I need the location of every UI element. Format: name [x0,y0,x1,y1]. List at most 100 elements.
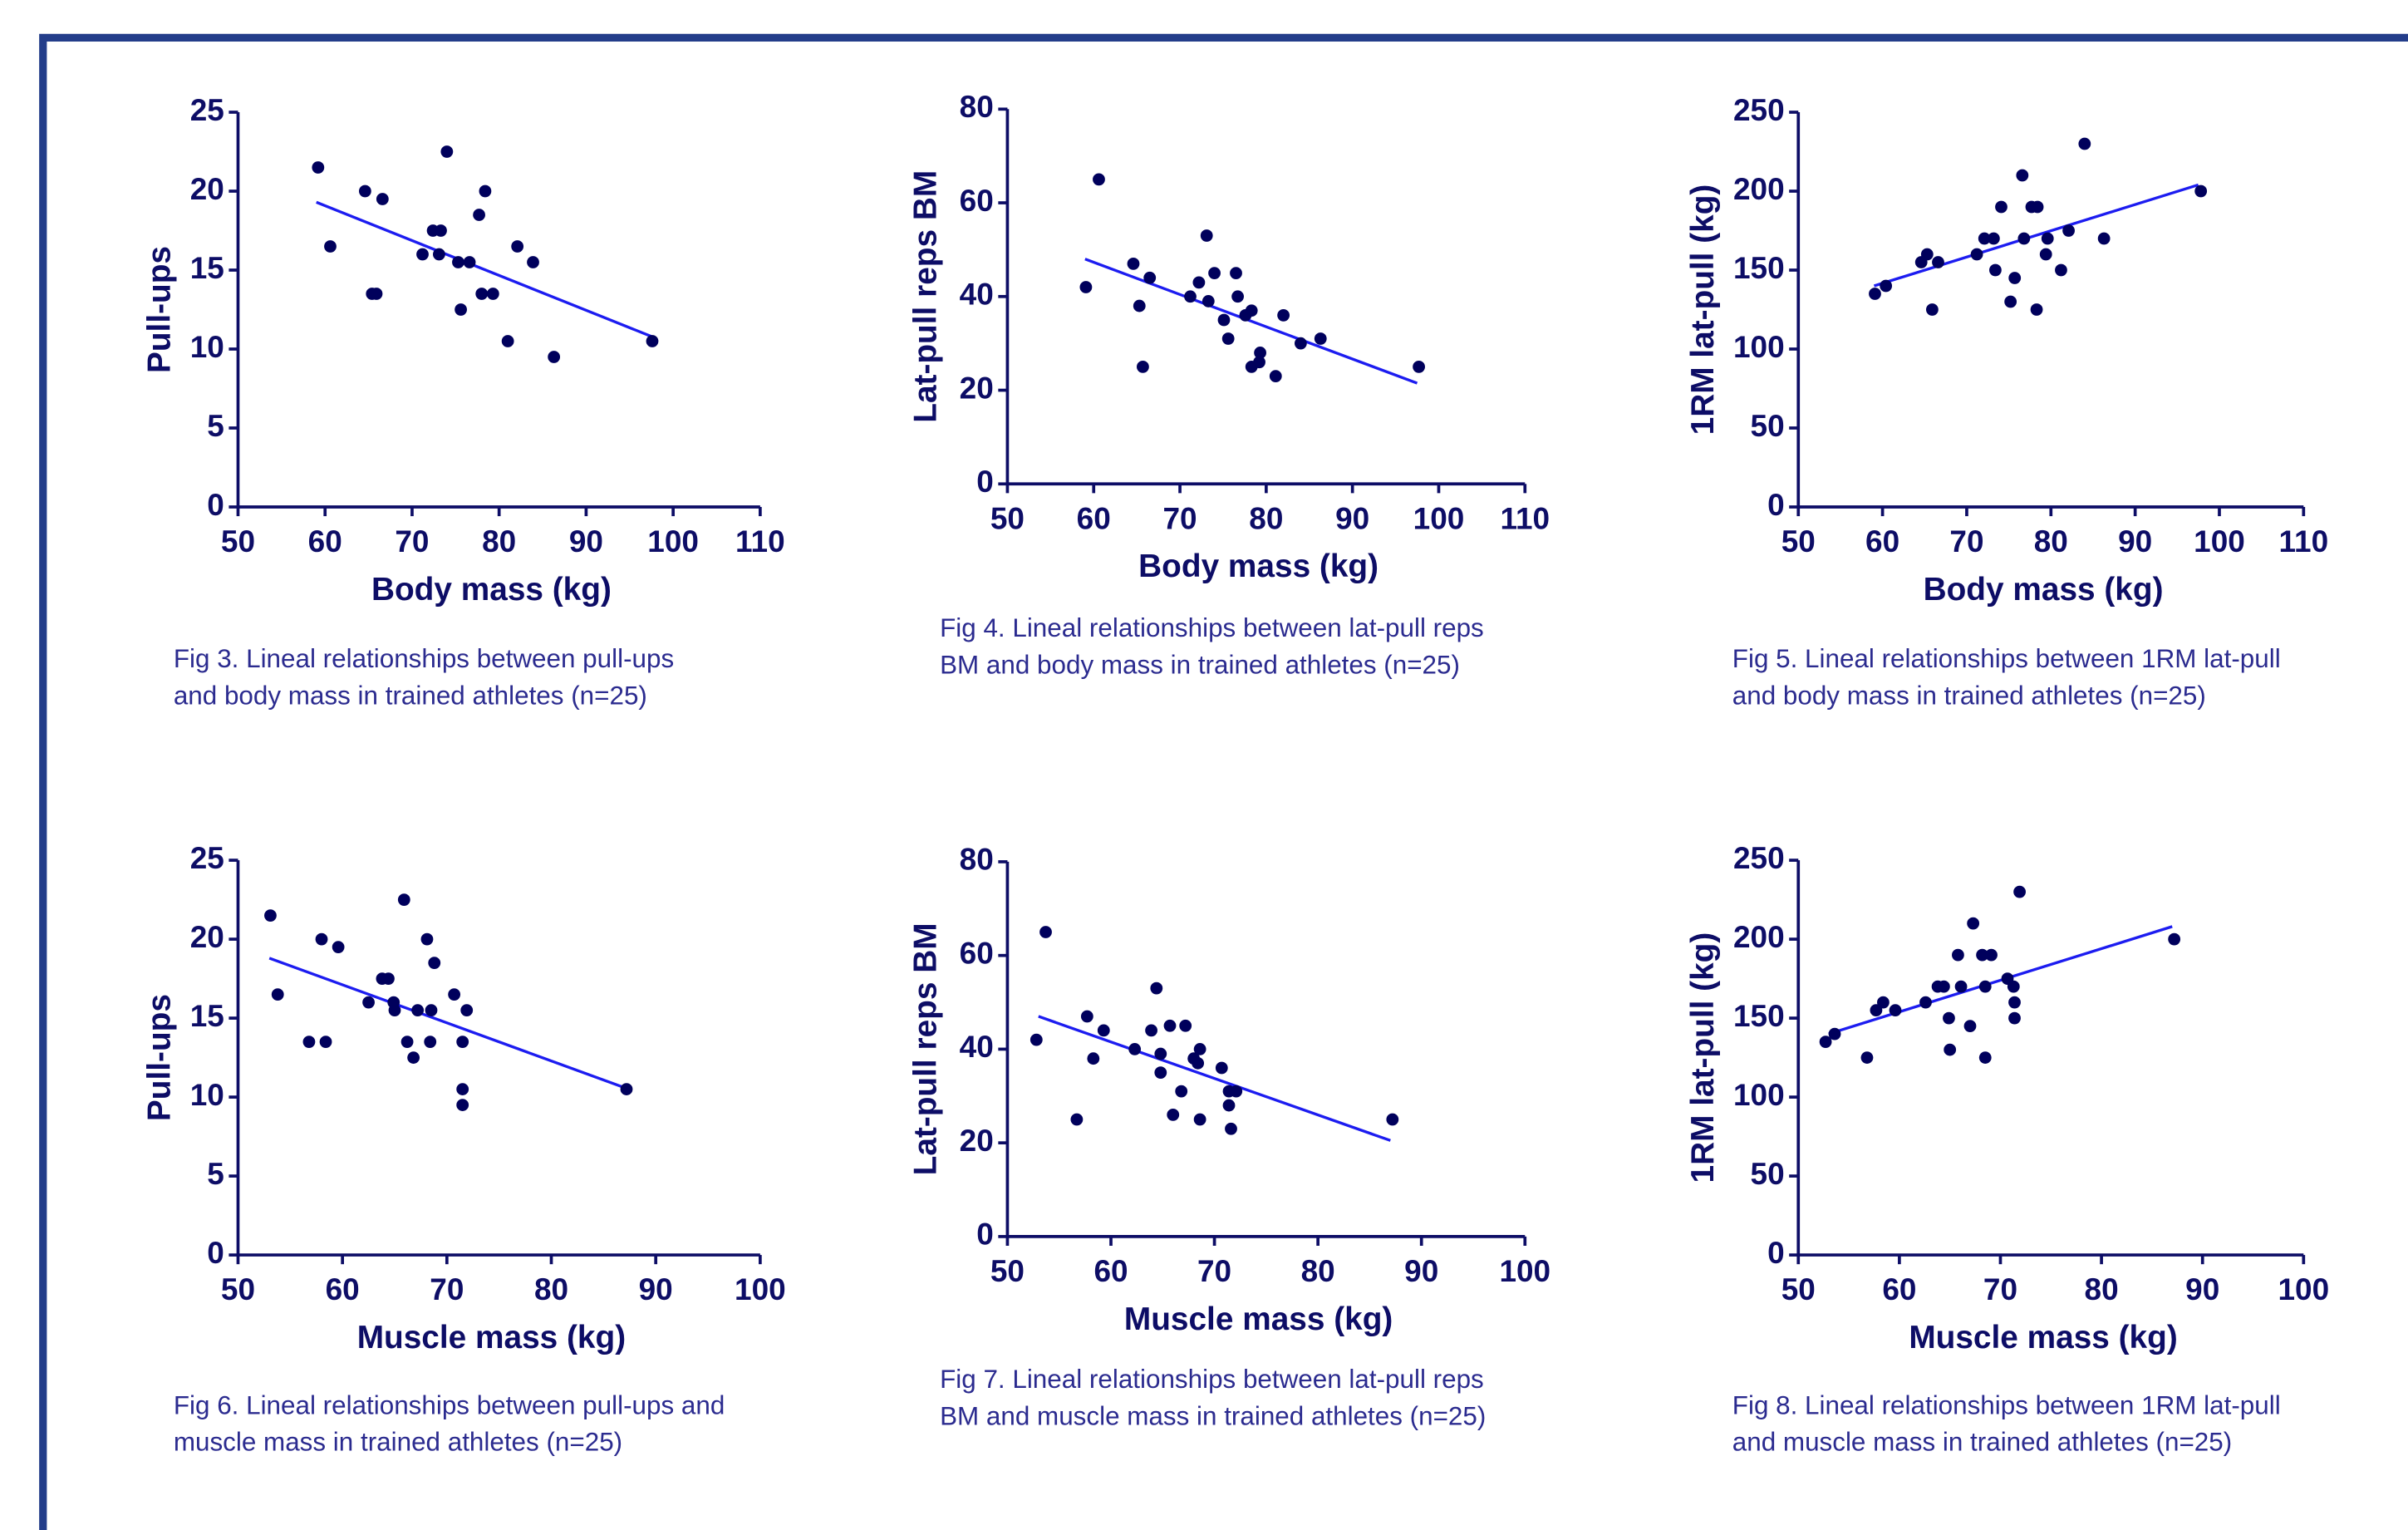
x-axis-label: Muscle mass (kg) [357,1320,626,1355]
x-tick-label: 90 [1404,1254,1438,1288]
y-axis-label: Pull-ups [141,994,177,1121]
data-point [1954,980,1968,993]
data-point [1413,360,1425,373]
data-point [1869,288,1881,300]
fit-line [1038,1015,1391,1142]
data-point [2055,263,2067,277]
x-tick-label: 70 [430,1272,464,1306]
data-point [382,972,395,985]
data-point [1870,1004,1883,1016]
data-point [271,988,284,1001]
y-tick-label: 5 [207,1157,224,1191]
chart: 0 5 10 15 20 25 50 60 70 80 90 100 110 Body mass (kg)… [141,93,784,711]
x-tick-label: 60 [1093,1254,1128,1288]
x-tick-label: 60 [1077,501,1111,535]
x-tick-label: 80 [482,524,516,558]
data-point [1978,980,1992,993]
y-tick-label: 25 [190,841,224,875]
x-tick-label: 60 [1882,1272,1916,1306]
x-tick-label: 70 [395,524,429,558]
data-point [358,184,371,198]
y-tick-label: 40 [960,278,994,312]
caption: and body mass in trained athletes (n=25) [1732,681,2206,710]
data-point [501,335,514,347]
y-tick-label: 10 [190,330,224,364]
caption: BM and muscle mass in trained athletes (… [940,1401,1486,1430]
x-tick-label: 100 [2278,1272,2329,1306]
data-point [2008,272,2022,284]
data-point [1230,1085,1243,1098]
y-tick-label: 60 [960,936,994,970]
y-tick-label: 200 [1733,172,1785,206]
data-point [362,996,375,1009]
data-point [1193,1043,1206,1055]
data-point [1245,304,1258,317]
data-point [324,240,337,253]
data-point [1175,1085,1188,1098]
data-point [2097,232,2111,245]
data-point [1880,279,1893,293]
data-point [1386,1113,1399,1126]
data-point [1145,1024,1157,1037]
data-point [2016,169,2029,182]
caption: and muscle mass in trained athletes (n=2… [1732,1428,2232,1457]
data-point [1987,232,2000,245]
data-point [448,988,461,1001]
data-point [511,240,524,253]
y-tick-label: 20 [190,172,224,206]
data-point [1150,981,1163,995]
data-point [1314,332,1327,345]
x-tick-label: 90 [2185,1272,2219,1306]
y-tick-label: 250 [1733,93,1785,127]
data-point [1143,271,1157,284]
caption: Fig 5. Lineal relationships between 1RM … [1732,644,2281,673]
data-point [456,1083,469,1095]
data-point [1154,1066,1167,1079]
data-point [1995,200,2007,214]
data-point [1093,173,1105,186]
data-point [479,184,492,198]
y-tick-label: 0 [1767,1236,1785,1270]
x-axis-label: Muscle mass (kg) [1124,1301,1393,1337]
data-point [332,941,345,953]
data-point [1133,299,1146,312]
data-point [2168,932,2181,946]
y-tick-label: 0 [976,465,994,499]
chart: 0 5 10 15 20 25 50 60 70 80 90 100 Muscle mass (kg) P… [141,841,785,1457]
caption: BM and body mass in trained athletes (n=… [940,651,1460,680]
x-tick-label: 90 [569,524,603,558]
y-tick-label: 250 [1733,841,1785,875]
fit-line [316,200,652,338]
y-tick-label: 40 [960,1030,994,1064]
x-tick-label: 50 [990,501,1025,535]
data-point [2030,303,2043,316]
caption: Fig 6. Lineal relationships between pull… [174,1390,725,1419]
data-point [1039,926,1052,938]
data-point [1952,948,1964,962]
data-point [475,288,489,300]
x-tick-label: 50 [1781,1272,1816,1306]
data-point [1127,257,1140,270]
caption: muscle mass in trained athletes (n=25) [174,1428,622,1457]
data-point [486,288,499,300]
x-axis-label: Body mass (kg) [1138,549,1378,584]
data-point [1919,996,1932,1009]
data-point [1978,1051,1992,1064]
y-axis-label: Lat-pull reps BM [908,170,944,423]
x-tick-label: 80 [1249,501,1283,535]
data-point [2041,232,2054,245]
data-point [1192,1056,1205,1070]
fit-line [1084,258,1418,385]
data-point [397,893,410,906]
data-point [2008,996,2021,1009]
caption: Fig 4. Lineal relationships between lat-… [940,613,1484,642]
x-tick-label: 100 [735,1272,786,1306]
data-point [1030,1033,1043,1046]
data-point [646,335,659,347]
x-tick-label: 50 [221,524,255,558]
y-tick-label: 150 [1733,251,1785,285]
chart: 0 20 40 60 80 50 60 70 80 90 100 110 Body mass (kg) L… [908,90,1550,679]
x-tick-label: 70 [1949,524,1983,558]
data-point [1217,313,1231,327]
data-point [456,1036,469,1048]
